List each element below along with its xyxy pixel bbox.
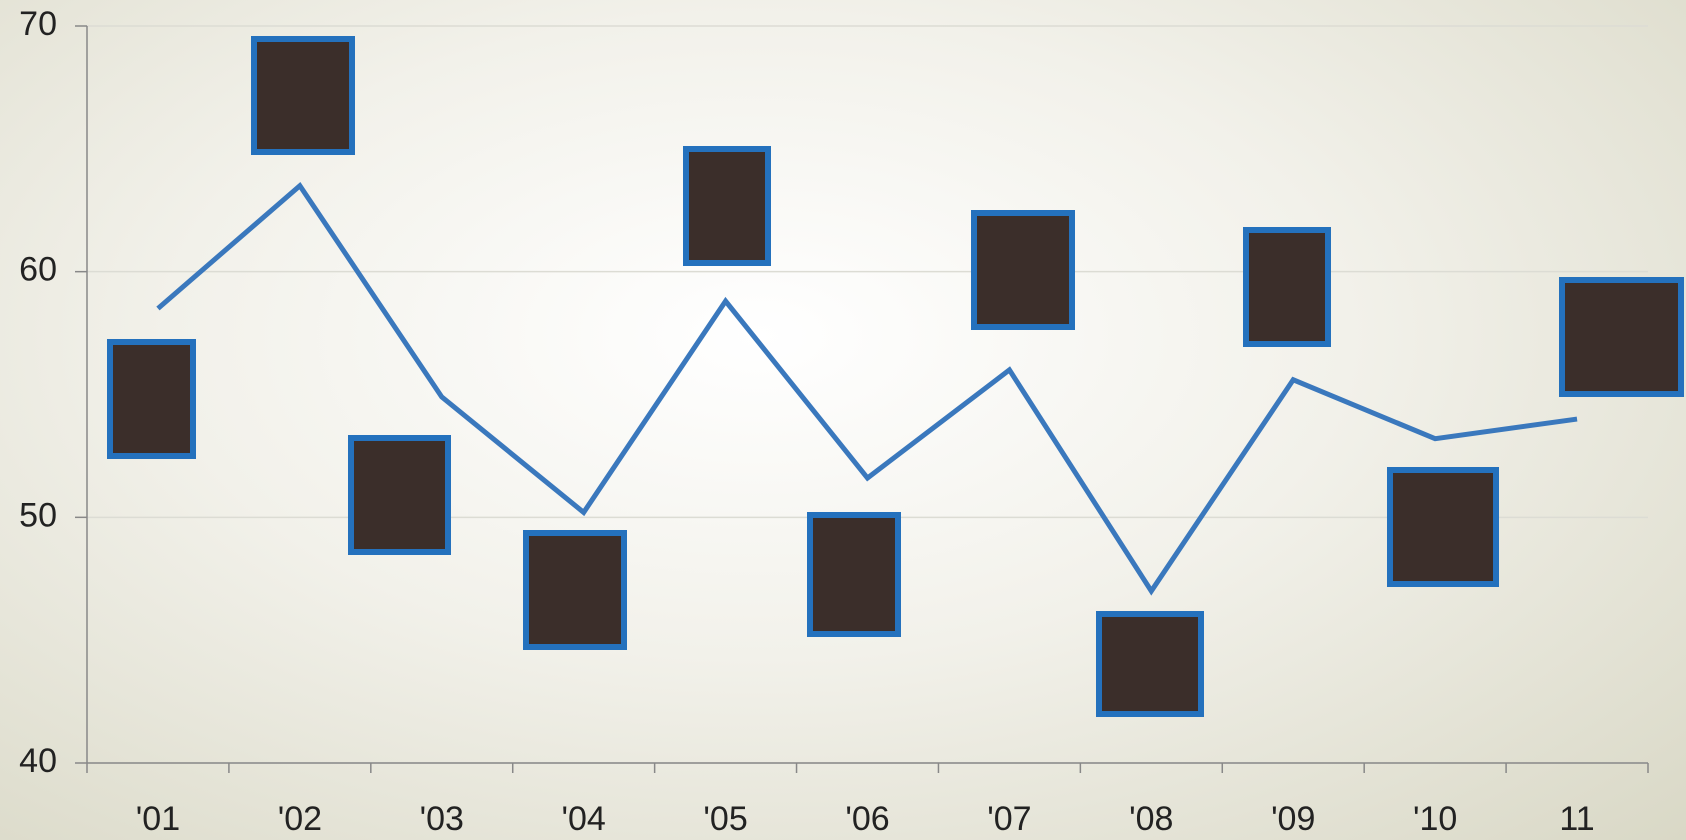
x-tick-label: '08 (1129, 800, 1173, 838)
x-tick-label: '03 (420, 800, 464, 838)
x-tick-label: '01 (136, 800, 180, 838)
photo (107, 339, 196, 459)
y-tick-label: 40 (19, 742, 57, 780)
x-tick-label: '06 (845, 800, 889, 838)
photo (523, 530, 627, 650)
photo (1243, 227, 1331, 347)
photos (107, 36, 1684, 717)
y-tick-label: 70 (19, 5, 57, 43)
axes: 40 50 60 70 '01 '02 '03 '04 '05 '06 '07 '08 '09 '10 11 (19, 5, 1649, 838)
photo (971, 210, 1075, 330)
photo (1559, 277, 1684, 397)
line (156, 181, 1578, 596)
photo (348, 435, 451, 555)
x-tick-label: '07 (987, 800, 1031, 838)
x-tick-label: '09 (1271, 800, 1315, 838)
photo (807, 512, 901, 637)
x-tick-label: '10 (1413, 800, 1457, 838)
y-tick-label: 60 (19, 251, 57, 289)
x-tick-label: '02 (278, 800, 322, 838)
photo (683, 146, 771, 266)
photo (1096, 611, 1204, 717)
photo (1387, 467, 1499, 587)
x-tick-label: '04 (562, 800, 606, 838)
photo (251, 36, 355, 155)
x-tick-label: 11 (1559, 800, 1594, 838)
y-tick-label: 50 (19, 496, 57, 534)
x-tick-label: '05 (703, 800, 747, 838)
